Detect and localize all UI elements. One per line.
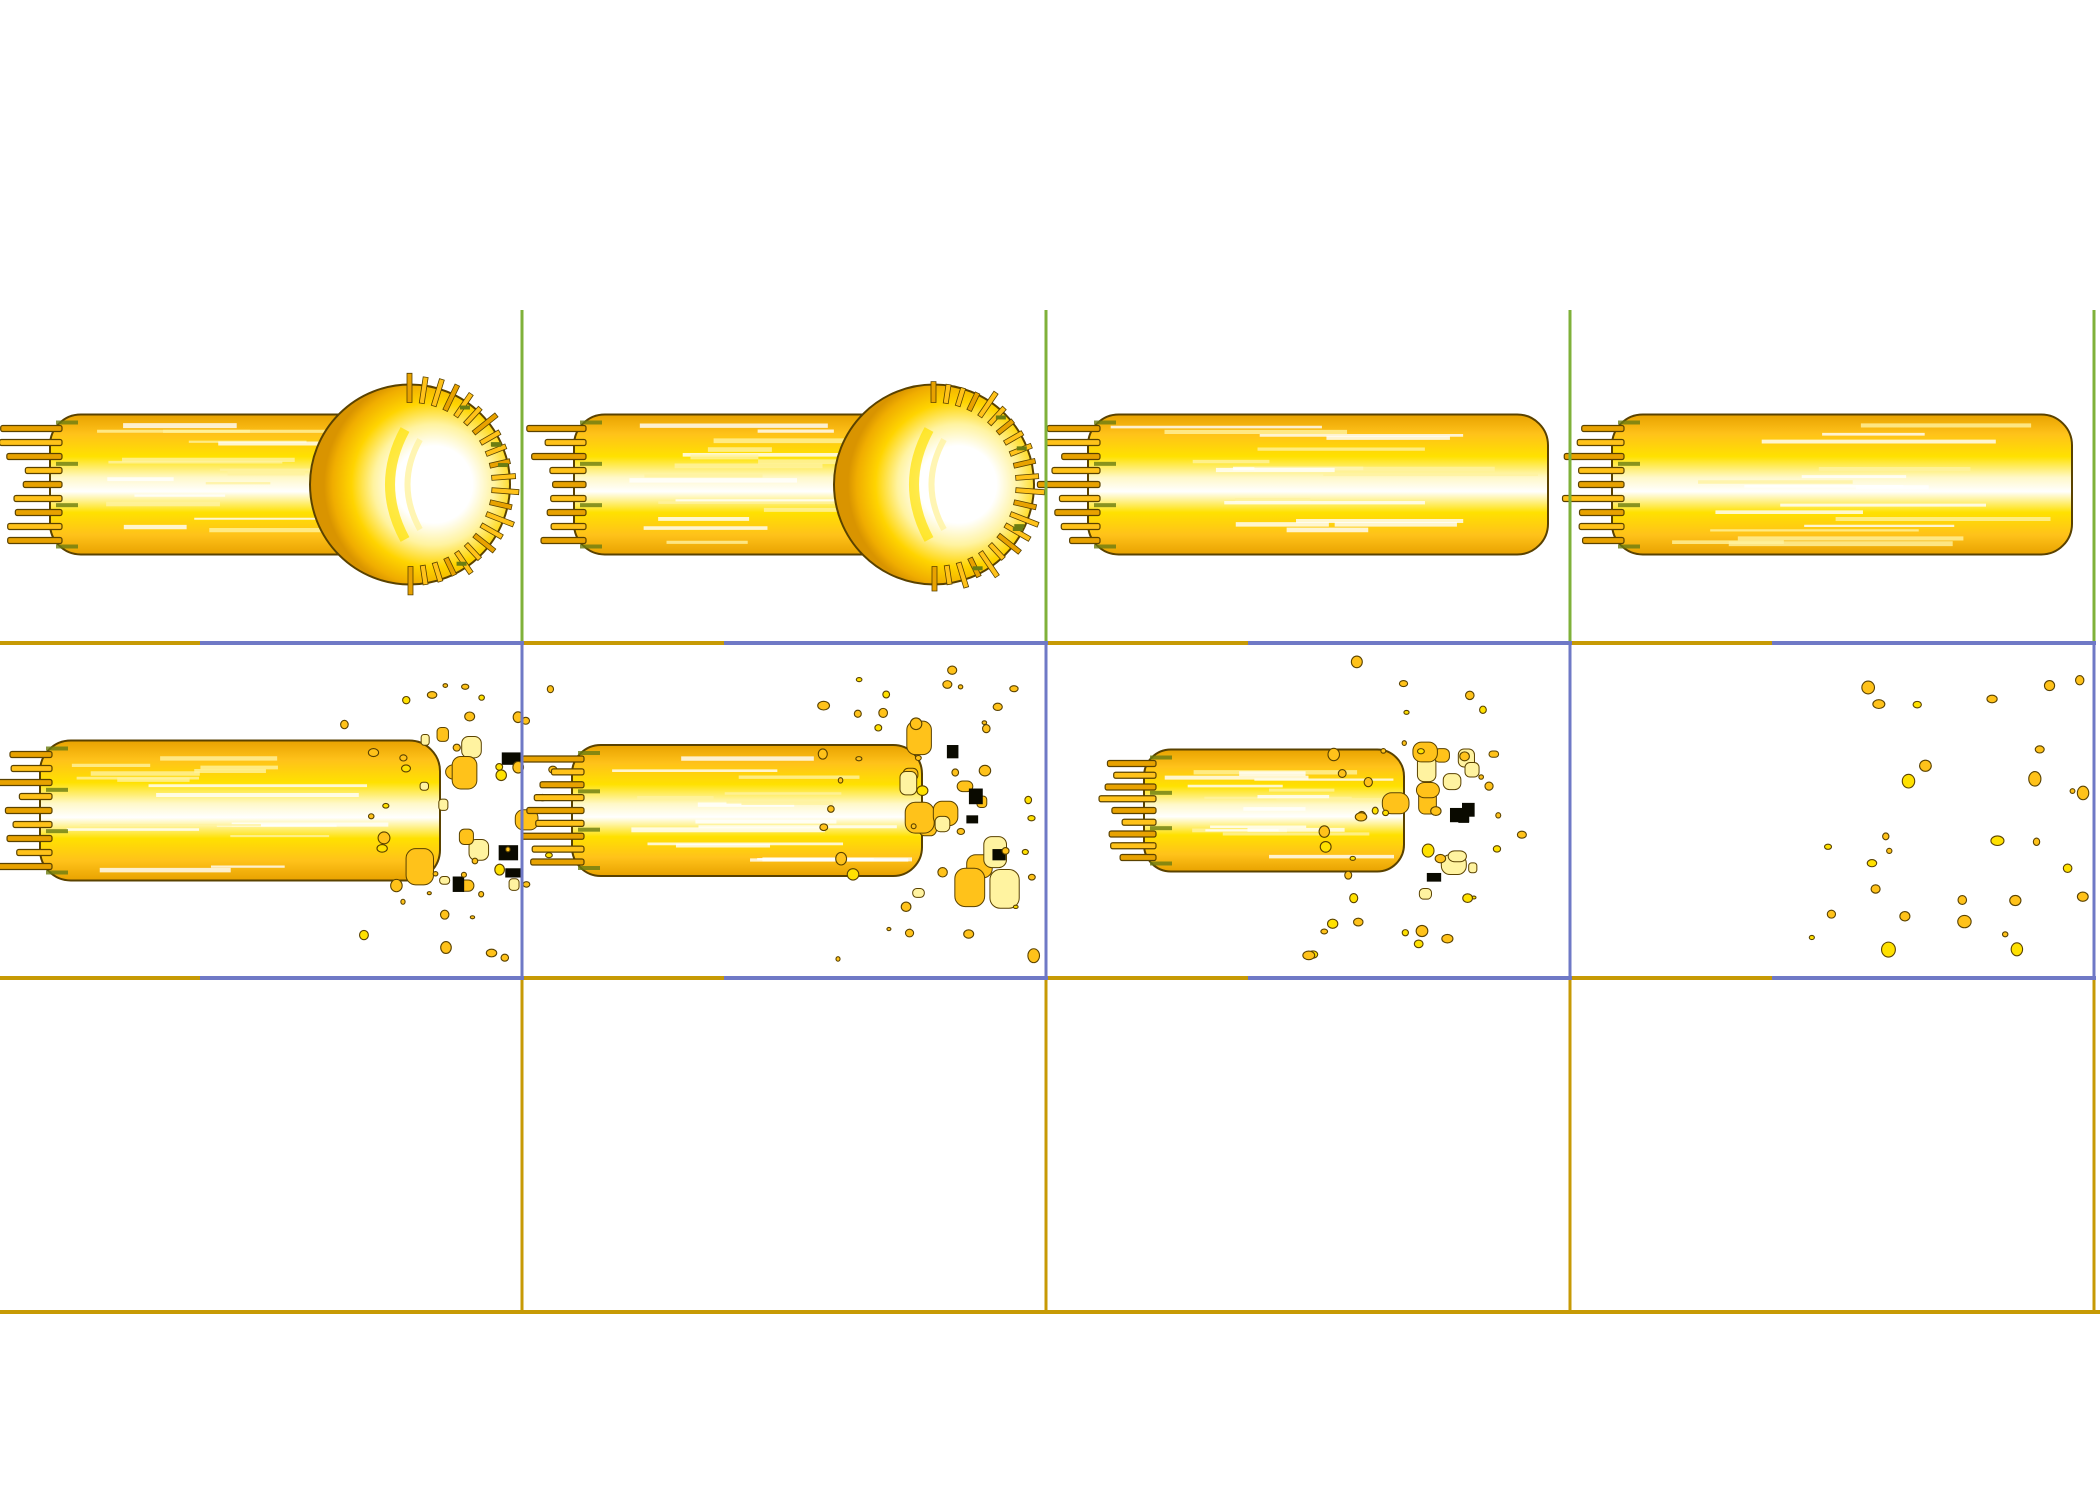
sprite-frame-energy-beam-body	[1561, 413, 2073, 556]
sprite-frame-beam-dissipating	[521, 665, 1041, 964]
sprite-frame-beam-dissipating	[1098, 655, 1527, 961]
sprite-frame-beam-dissipating	[0, 683, 558, 962]
sprite-frame-energy-beam-body	[1036, 413, 1549, 556]
frame-grid	[0, 310, 2100, 1314]
frames-layer	[0, 372, 2090, 964]
sprite-frame-energy-beam-with-round-head	[526, 381, 1046, 592]
sprite-frame-scattered-sparks	[1808, 675, 2090, 958]
sprite-frame-energy-beam-with-round-head	[0, 372, 520, 596]
